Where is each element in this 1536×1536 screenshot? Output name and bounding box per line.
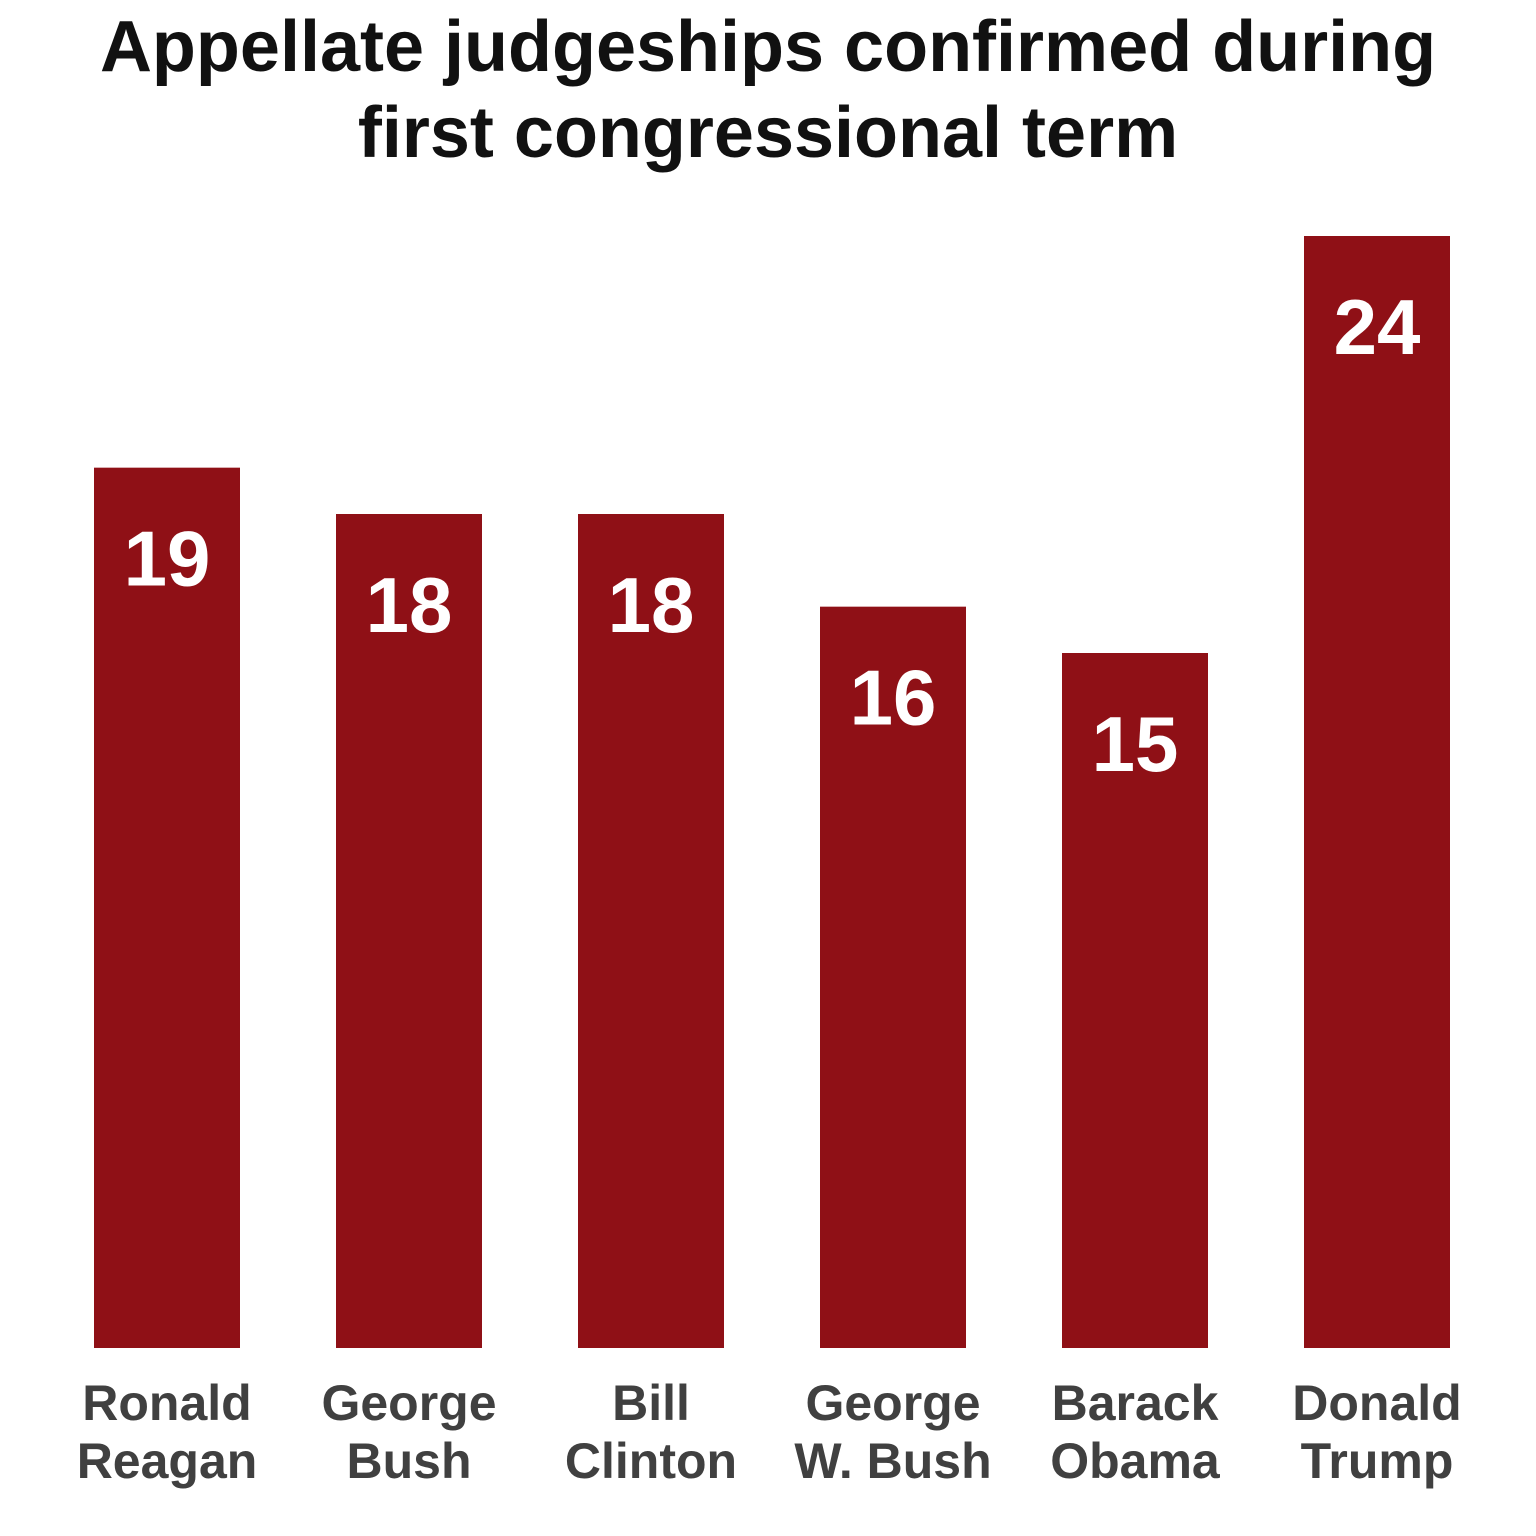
bar-value-label-1: 18 [366,561,453,649]
category-label-0-line-1: Ronald [82,1375,251,1431]
bar-0 [94,467,240,1349]
bars-layer [94,236,1450,1349]
bar-value-label-5: 24 [1334,283,1421,371]
value-labels-layer: 19 18 18 16 15 24 [124,283,1421,788]
chart-title: Appellate judgeships confirmed during fi… [0,4,1536,176]
category-label-4-line-2: Obama [1050,1433,1221,1489]
category-label-2-line-2: Clinton [565,1433,737,1489]
category-label-5-line-2: Trump [1301,1433,1454,1489]
bar-4 [1062,653,1208,1348]
bar-2 [578,514,724,1348]
category-label-2-line-1: Bill [612,1375,690,1431]
category-label-1-line-2: Bush [347,1433,472,1489]
chart-title-line-2: first congressional term [357,93,1179,173]
bar-5 [1304,236,1450,1348]
bar-1 [336,514,482,1348]
bar-value-label-4: 15 [1092,700,1179,788]
category-label-4-line-1: Barack [1052,1375,1219,1431]
category-label-3-line-2: W. Bush [794,1433,991,1489]
category-label-3-line-1: George [805,1375,980,1431]
bar-value-label-0: 19 [124,515,211,603]
bar-3 [820,606,966,1348]
category-label-1-line-1: George [321,1375,496,1431]
chart-title-line-1: Appellate judgeships confirmed during [99,7,1437,87]
bar-value-label-3: 16 [850,654,937,742]
category-label-5-line-1: Donald [1292,1375,1461,1431]
bar-value-label-2: 18 [608,561,695,649]
category-label-0-line-2: Reagan [77,1433,258,1489]
category-labels-layer: RonaldReaganGeorgeBushBillClintonGeorgeW… [77,1375,1462,1489]
